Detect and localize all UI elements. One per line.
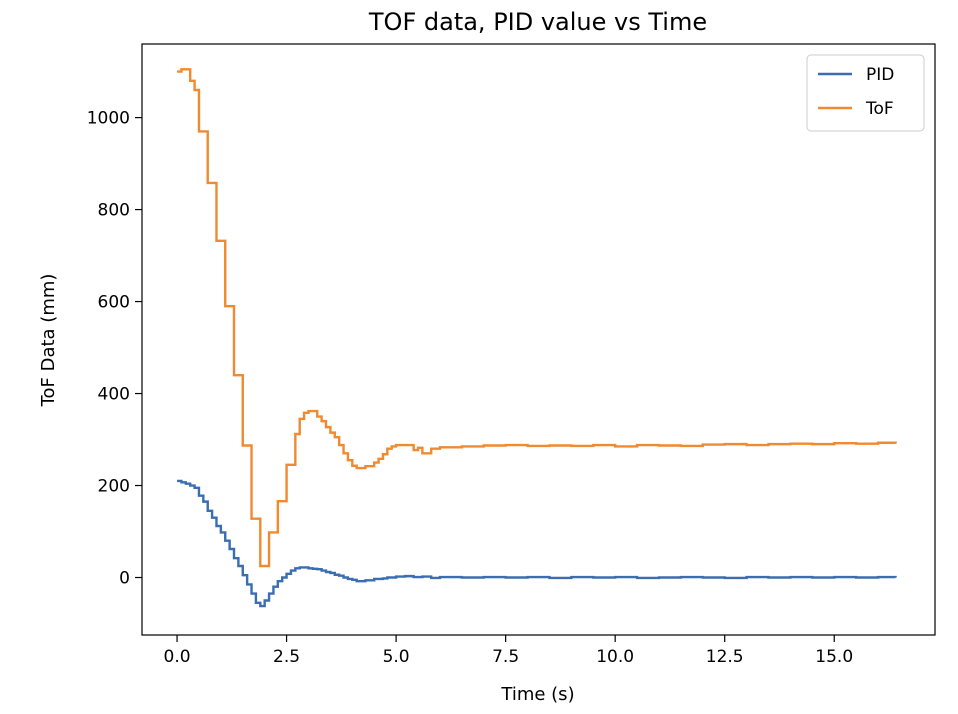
- x-axis: 0.0 2.5 5.0 7.5 10.0 12.5 15.0: [164, 635, 853, 667]
- y-axis: 0 200 400 600 800 1000: [87, 109, 142, 589]
- y-axis-label: ToF Data (mm): [38, 274, 59, 408]
- x-tick-label: 5.0: [383, 647, 410, 667]
- y-tick-label: 400: [98, 385, 130, 405]
- x-tick-label: 0.0: [164, 647, 191, 667]
- legend-label-tof: ToF: [865, 99, 894, 119]
- y-tick-label: 800: [98, 201, 130, 221]
- x-tick-label: 15.0: [815, 647, 853, 667]
- y-tick-label: 1000: [87, 109, 130, 129]
- chart-title: TOF data, PID value vs Time: [368, 8, 707, 36]
- legend: PID ToF: [806, 54, 925, 132]
- legend-label-pid: PID: [866, 65, 894, 85]
- y-tick-label: 600: [98, 293, 130, 313]
- x-tick-label: 2.5: [273, 647, 300, 667]
- x-tick-label: 7.5: [492, 647, 519, 667]
- plot-frame: [141, 43, 936, 636]
- y-tick-label: 0: [119, 569, 130, 589]
- series-layer: [177, 68, 897, 608]
- series-line-pid: [177, 479, 897, 608]
- series-line-tof: [177, 68, 897, 568]
- x-tick-label: 12.5: [706, 647, 744, 667]
- plot-area: [141, 43, 936, 636]
- x-axis-label: Time (s): [500, 684, 574, 705]
- y-tick-label: 200: [98, 477, 130, 497]
- x-tick-label: 10.0: [596, 647, 634, 667]
